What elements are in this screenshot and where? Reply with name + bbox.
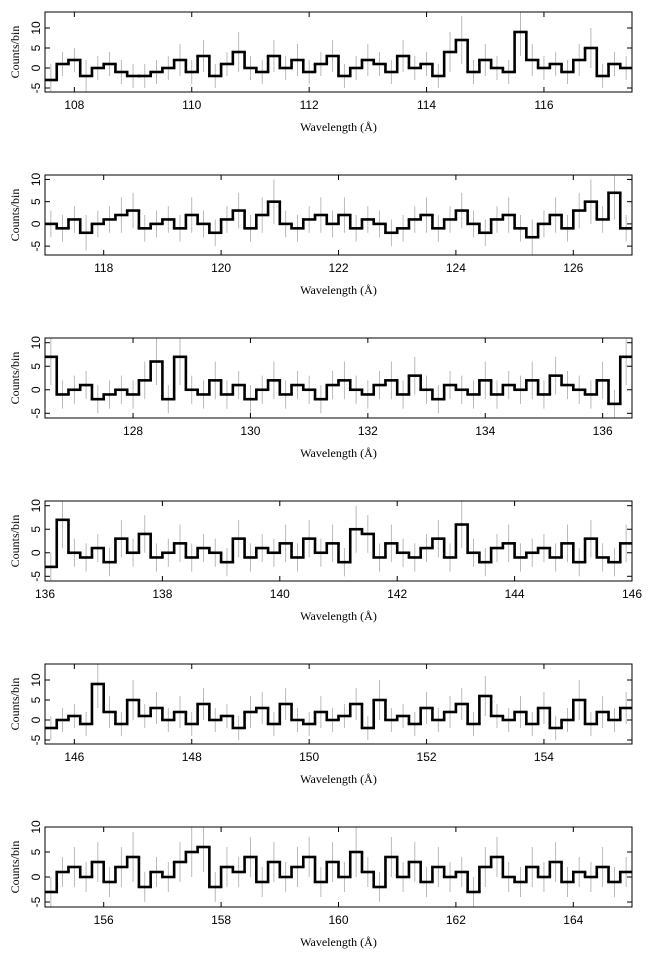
x-tick-label: 148 [182,750,202,764]
x-axis-label: Wavelength (Å) [300,283,377,297]
x-tick-label: 122 [328,261,348,275]
x-tick-label: 112 [300,98,319,112]
y-tick-label: -5 [29,734,43,745]
x-tick-label: 126 [563,261,583,275]
panel: 136 138 140 142 144 146 -5 0 5 10 Wavelength (Å) Co… [8,499,643,623]
y-axis-label: Counts/bin [8,678,22,731]
x-tick-label: 156 [94,913,114,927]
y-tick-label: 10 [29,820,43,834]
y-tick-label: 0 [29,716,43,723]
x-tick-label: 162 [446,913,466,927]
y-tick-label: -5 [29,82,43,93]
plot-frame [44,663,633,745]
y-tick-label: 0 [29,386,43,393]
plot-area [45,338,632,418]
y-tick-label: 10 [29,673,43,687]
x-tick-label: 108 [64,98,84,112]
x-axis-label: Wavelength (Å) [300,120,377,134]
plot-area [45,501,632,581]
x-tick-label: 114 [417,98,436,112]
x-tick-label: 128 [123,424,143,438]
y-tick-label: 5 [29,363,43,370]
x-tick-label: 140 [270,587,290,601]
panel: 156 158 160 162 164 -5 0 5 10 Wavelength (Å) Count… [8,820,633,949]
x-tick-label: 154 [534,750,554,764]
x-tick-label: 146 [622,587,642,601]
x-tick-label: 118 [94,261,113,275]
y-tick-label: 5 [29,526,43,533]
x-tick-label: 120 [211,261,231,275]
x-tick-label: 164 [563,913,583,927]
x-axis-label: Wavelength (Å) [300,446,377,460]
y-axis-label: Counts/bin [8,26,22,79]
x-tick-label: 158 [211,913,231,927]
plot-frame [44,500,633,582]
plot-frame [44,337,633,419]
x-tick-label: 142 [387,587,407,601]
y-tick-label: 0 [29,873,43,880]
x-tick-label: 116 [534,98,553,112]
y-tick-label: 0 [29,549,43,556]
x-tick-label: 136 [593,424,613,438]
y-axis-label: Counts/bin [8,189,22,242]
y-tick-label: -5 [29,896,43,907]
x-tick-label: 152 [417,750,437,764]
x-axis-label: Wavelength (Å) [300,935,377,949]
plot-frame [44,11,633,93]
x-axis-label: Wavelength (Å) [300,609,377,623]
plot-area [45,12,632,92]
y-tick-label: -5 [29,571,43,582]
panel: 108 110 112 114 116 -5 0 5 10 Wavelength (Å) Count… [8,11,633,134]
plot-area [45,175,632,255]
y-tick-label: 5 [29,44,43,51]
y-tick-label: 5 [29,848,43,855]
panel: 128 130 132 134 136 -5 0 5 10 Wavelength (Å) Count… [8,336,633,460]
x-tick-label: 150 [299,750,319,764]
x-tick-label: 146 [64,750,84,764]
y-tick-label: 10 [29,336,43,350]
y-tick-label: 10 [29,499,43,513]
y-tick-label: 10 [29,21,43,35]
y-tick-label: -5 [29,408,43,419]
x-tick-label: 144 [505,587,525,601]
y-axis-label: Counts/bin [8,352,22,405]
x-tick-label: 160 [328,913,348,927]
x-tick-label: 110 [182,98,201,112]
y-tick-label: 0 [29,64,43,71]
panel: 146 148 150 152 154 -5 0 5 10 Wavelength (Å) Count… [8,663,633,786]
x-tick-label: 138 [152,587,172,601]
y-tick-label: 5 [29,198,43,205]
x-tick-label: 130 [240,424,260,438]
y-axis-label: Counts/bin [8,841,22,894]
x-tick-label: 136 [35,587,55,601]
y-tick-label: -5 [29,240,43,251]
plot-area [45,664,632,740]
y-tick-label: 0 [29,220,43,227]
y-axis-label: Counts/bin [8,515,22,568]
x-tick-label: 124 [446,261,466,275]
panel: 118 120 122 124 126 -5 0 5 10 Wavelength (Å) Count… [8,172,633,297]
x-tick-label: 132 [358,424,378,438]
x-tick-label: 134 [475,424,495,438]
x-axis-label: Wavelength (Å) [300,772,377,786]
y-tick-label: 5 [29,696,43,703]
y-tick-label: 10 [29,172,43,186]
plot-area [45,827,632,907]
